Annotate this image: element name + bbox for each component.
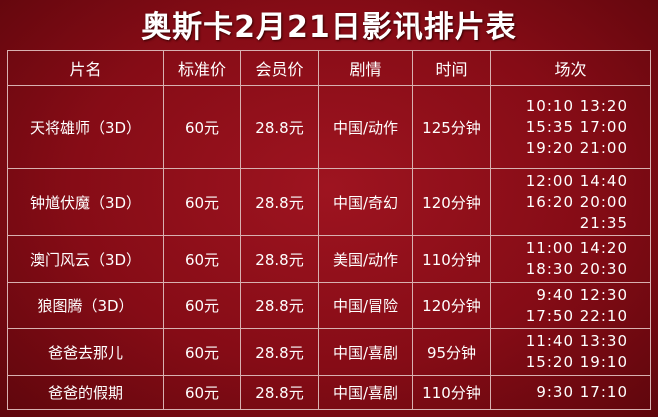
cell-std-price: 60元 [163,328,241,376]
cell-name: 钟馗伏魔（3D） [7,168,164,236]
showtime-line: 9:30 17:10 [536,383,628,401]
header-times: 场次 [490,50,651,86]
header-genre: 剧情 [318,50,413,86]
showtime-line: 12:00 14:40 [525,171,628,190]
cell-times: 11:00 14:20 18:30 20:30 [490,235,651,283]
cell-member-price: 28.8元 [240,168,319,236]
showtime-line: 11:40 13:30 [525,332,628,350]
cell-times: 9:40 12:30 17:50 22:10 [490,282,651,329]
cell-times: 10:10 13:20 15:35 17:00 19:20 21:00 [490,85,651,169]
cell-duration: 120分钟 [412,282,491,329]
header-member-price: 会员价 [240,50,319,86]
cell-std-price: 60元 [163,282,241,329]
cell-times: 12:00 14:40 16:20 20:00 21:35 [490,168,651,236]
cell-std-price: 60元 [163,235,241,283]
showtime-line: 17:50 22:10 [525,306,628,325]
cell-name: 狼图腾（3D） [7,282,164,329]
cell-genre: 美国/动作 [318,235,413,283]
cell-name: 澳门风云（3D） [7,235,164,283]
page-title: 奥斯卡2月21日影讯排片表 [141,10,517,45]
showtime-line: 10:10 13:20 [525,96,628,115]
showtime-line: 21:35 [579,213,628,232]
table-row: 钟馗伏魔（3D） 60元 28.8元 中国/奇幻 120分钟 12:00 14:40 16:… [7,168,651,236]
cell-duration: 110分钟 [412,235,491,283]
cell-name: 爸爸去那儿 [7,328,164,376]
showtime-line: 16:20 20:00 [525,192,628,211]
cell-duration: 120分钟 [412,168,491,236]
cell-genre: 中国/冒险 [318,282,413,329]
cell-member-price: 28.8元 [240,85,319,169]
cell-std-price: 60元 [163,85,241,169]
cell-genre: 中国/喜剧 [318,328,413,376]
header-row: 片名 标准价 会员价 剧情 时间 场次 [7,50,651,86]
header-duration: 时间 [412,50,491,86]
table-row: 爸爸的假期 60元 28.8元 中国/喜剧 110分钟 9:30 17:10 [7,375,651,410]
cell-name: 爸爸的假期 [7,375,164,410]
cell-duration: 95分钟 [412,328,491,376]
cell-genre: 中国/奇幻 [318,168,413,236]
showtime-line: 18:30 20:30 [525,260,628,278]
cell-member-price: 28.8元 [240,328,319,376]
cell-name: 天将雄师（3D） [7,85,164,169]
showtime-line: 15:20 19:10 [525,353,628,371]
header-name: 片名 [7,50,164,86]
cell-times: 11:40 13:30 15:20 19:10 [490,328,651,376]
schedule-table: 片名 标准价 会员价 剧情 时间 场次 天将雄师（3D） 60元 28.8元 中国/动… [7,50,651,410]
cell-std-price: 60元 [163,168,241,236]
showtime-line: 19:20 21:00 [525,138,628,157]
table-row: 澳门风云（3D） 60元 28.8元 美国/动作 110分钟 11:00 14:20 18:… [7,235,651,283]
cell-genre: 中国/动作 [318,85,413,169]
cell-genre: 中国/喜剧 [318,375,413,410]
cell-member-price: 28.8元 [240,375,319,410]
header-std-price: 标准价 [163,50,241,86]
showtime-line: 9:40 12:30 [536,285,628,304]
table-row: 天将雄师（3D） 60元 28.8元 中国/动作 125分钟 10:10 13:20 15:… [7,85,651,169]
cell-member-price: 28.8元 [240,235,319,283]
table-row: 狼图腾（3D） 60元 28.8元 中国/冒险 120分钟 9:40 12:30 17:50… [7,282,651,329]
cell-times: 9:30 17:10 [490,375,651,410]
cell-std-price: 60元 [163,375,241,410]
cell-duration: 125分钟 [412,85,491,169]
showtime-line: 11:00 14:20 [525,239,628,257]
cell-member-price: 28.8元 [240,282,319,329]
table-row: 爸爸去那儿 60元 28.8元 中国/喜剧 95分钟 11:40 13:30 15:20 1… [7,328,651,376]
showtime-line: 15:35 17:00 [525,117,628,136]
cell-duration: 110分钟 [412,375,491,410]
